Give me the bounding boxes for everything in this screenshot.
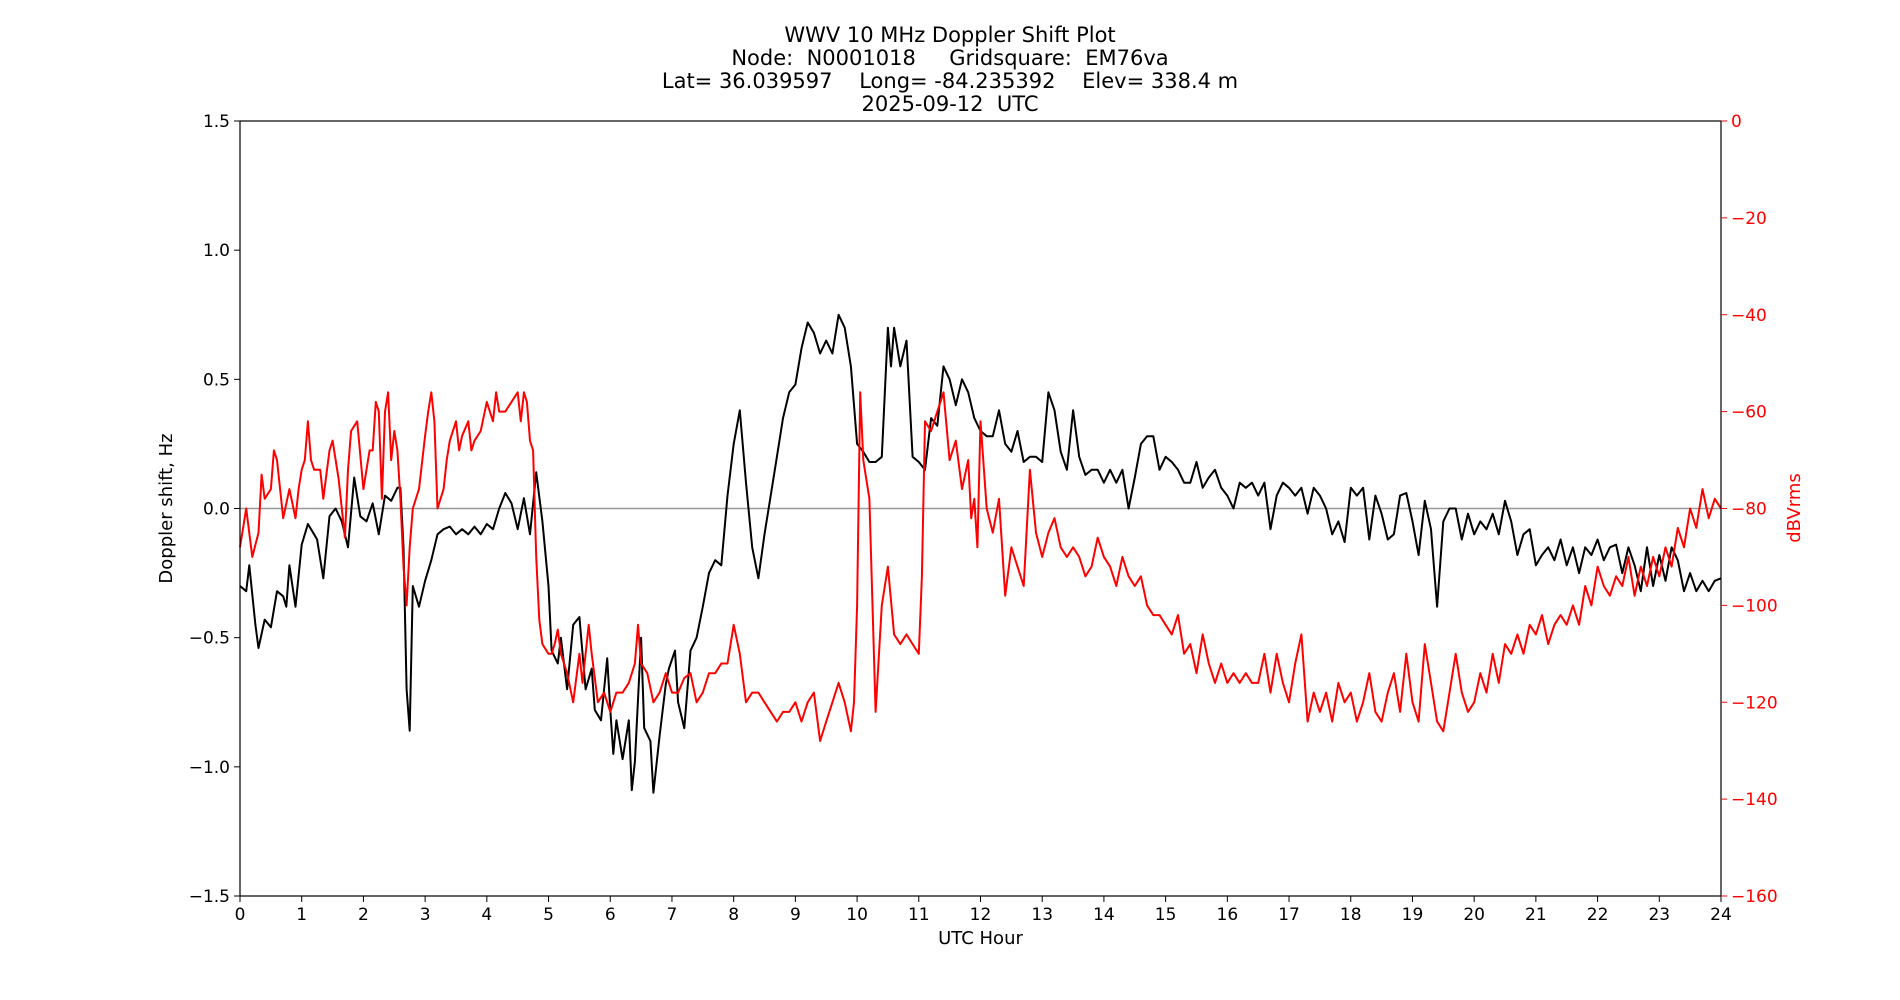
y2-tick-label: −140 [1731,790,1778,810]
y-tick-label: 1.0 [203,241,230,261]
chart-title-line-4: 2025-09-12 UTC [861,92,1039,116]
y2-tick-label: 0 [1731,112,1742,132]
x-tick-label: 1 [296,905,307,925]
y-axis-label: Doppler shift, Hz [156,433,177,583]
x-tick-label: 23 [1648,905,1670,925]
y2-tick-label: −20 [1731,209,1767,229]
chart-title-line-3: Lat= 36.039597 Long= -84.235392 Elev= 33… [661,69,1239,93]
x-tick-label: 10 [846,905,868,925]
y-tick-label: −0.5 [189,629,230,649]
x-tick-label: 19 [1402,905,1424,925]
chart-title-line-2: Node: N0001018 Gridsquare: EM76va [731,46,1169,70]
y2-tick-label: −120 [1731,693,1778,713]
y2-axis-label: dBVrms [1784,473,1805,543]
x-tick-label: 3 [420,905,431,925]
x-tick-label: 7 [667,905,678,925]
y-tick-label: 0.5 [203,370,230,390]
x-tick-label: 21 [1525,905,1547,925]
y2-tick-label: −80 [1731,500,1767,520]
x-tick-label: 0 [235,905,246,925]
x-tick-label: 17 [1278,905,1300,925]
y2-tick-label: −40 [1731,306,1767,326]
x-tick-label: 15 [1155,905,1177,925]
x-tick-label: 6 [605,905,616,925]
x-tick-label: 14 [1093,905,1115,925]
y2-tick-label: −160 [1731,887,1778,907]
x-tick-label: 18 [1340,905,1362,925]
x-tick-label: 9 [790,905,801,925]
x-tick-label: 13 [1031,905,1053,925]
x-tick-label: 2 [358,905,369,925]
x-tick-label: 24 [1710,905,1732,925]
x-axis-label: UTC Hour [938,928,1023,949]
y-tick-label: −1.0 [189,758,230,778]
x-tick-label: 20 [1463,905,1485,925]
doppler-series-line [239,313,1722,794]
y-tick-label: 0.0 [203,500,230,520]
chart-title-line-1: WWV 10 MHz Doppler Shift Plot [784,23,1116,47]
x-tick-label: 12 [970,905,992,925]
x-tick-label: 4 [481,905,492,925]
power-series-line [239,391,1722,742]
y-tick-label: 1.5 [203,112,230,132]
x-tick-label: 8 [728,905,739,925]
y2-tick-label: −100 [1731,596,1778,616]
x-tick-label: 22 [1587,905,1609,925]
y2-tick-label: −60 [1731,403,1767,423]
x-tick-label: 5 [543,905,554,925]
x-tick-label: 16 [1217,905,1239,925]
y-tick-label: −1.5 [189,887,230,907]
x-tick-label: 11 [908,905,930,925]
